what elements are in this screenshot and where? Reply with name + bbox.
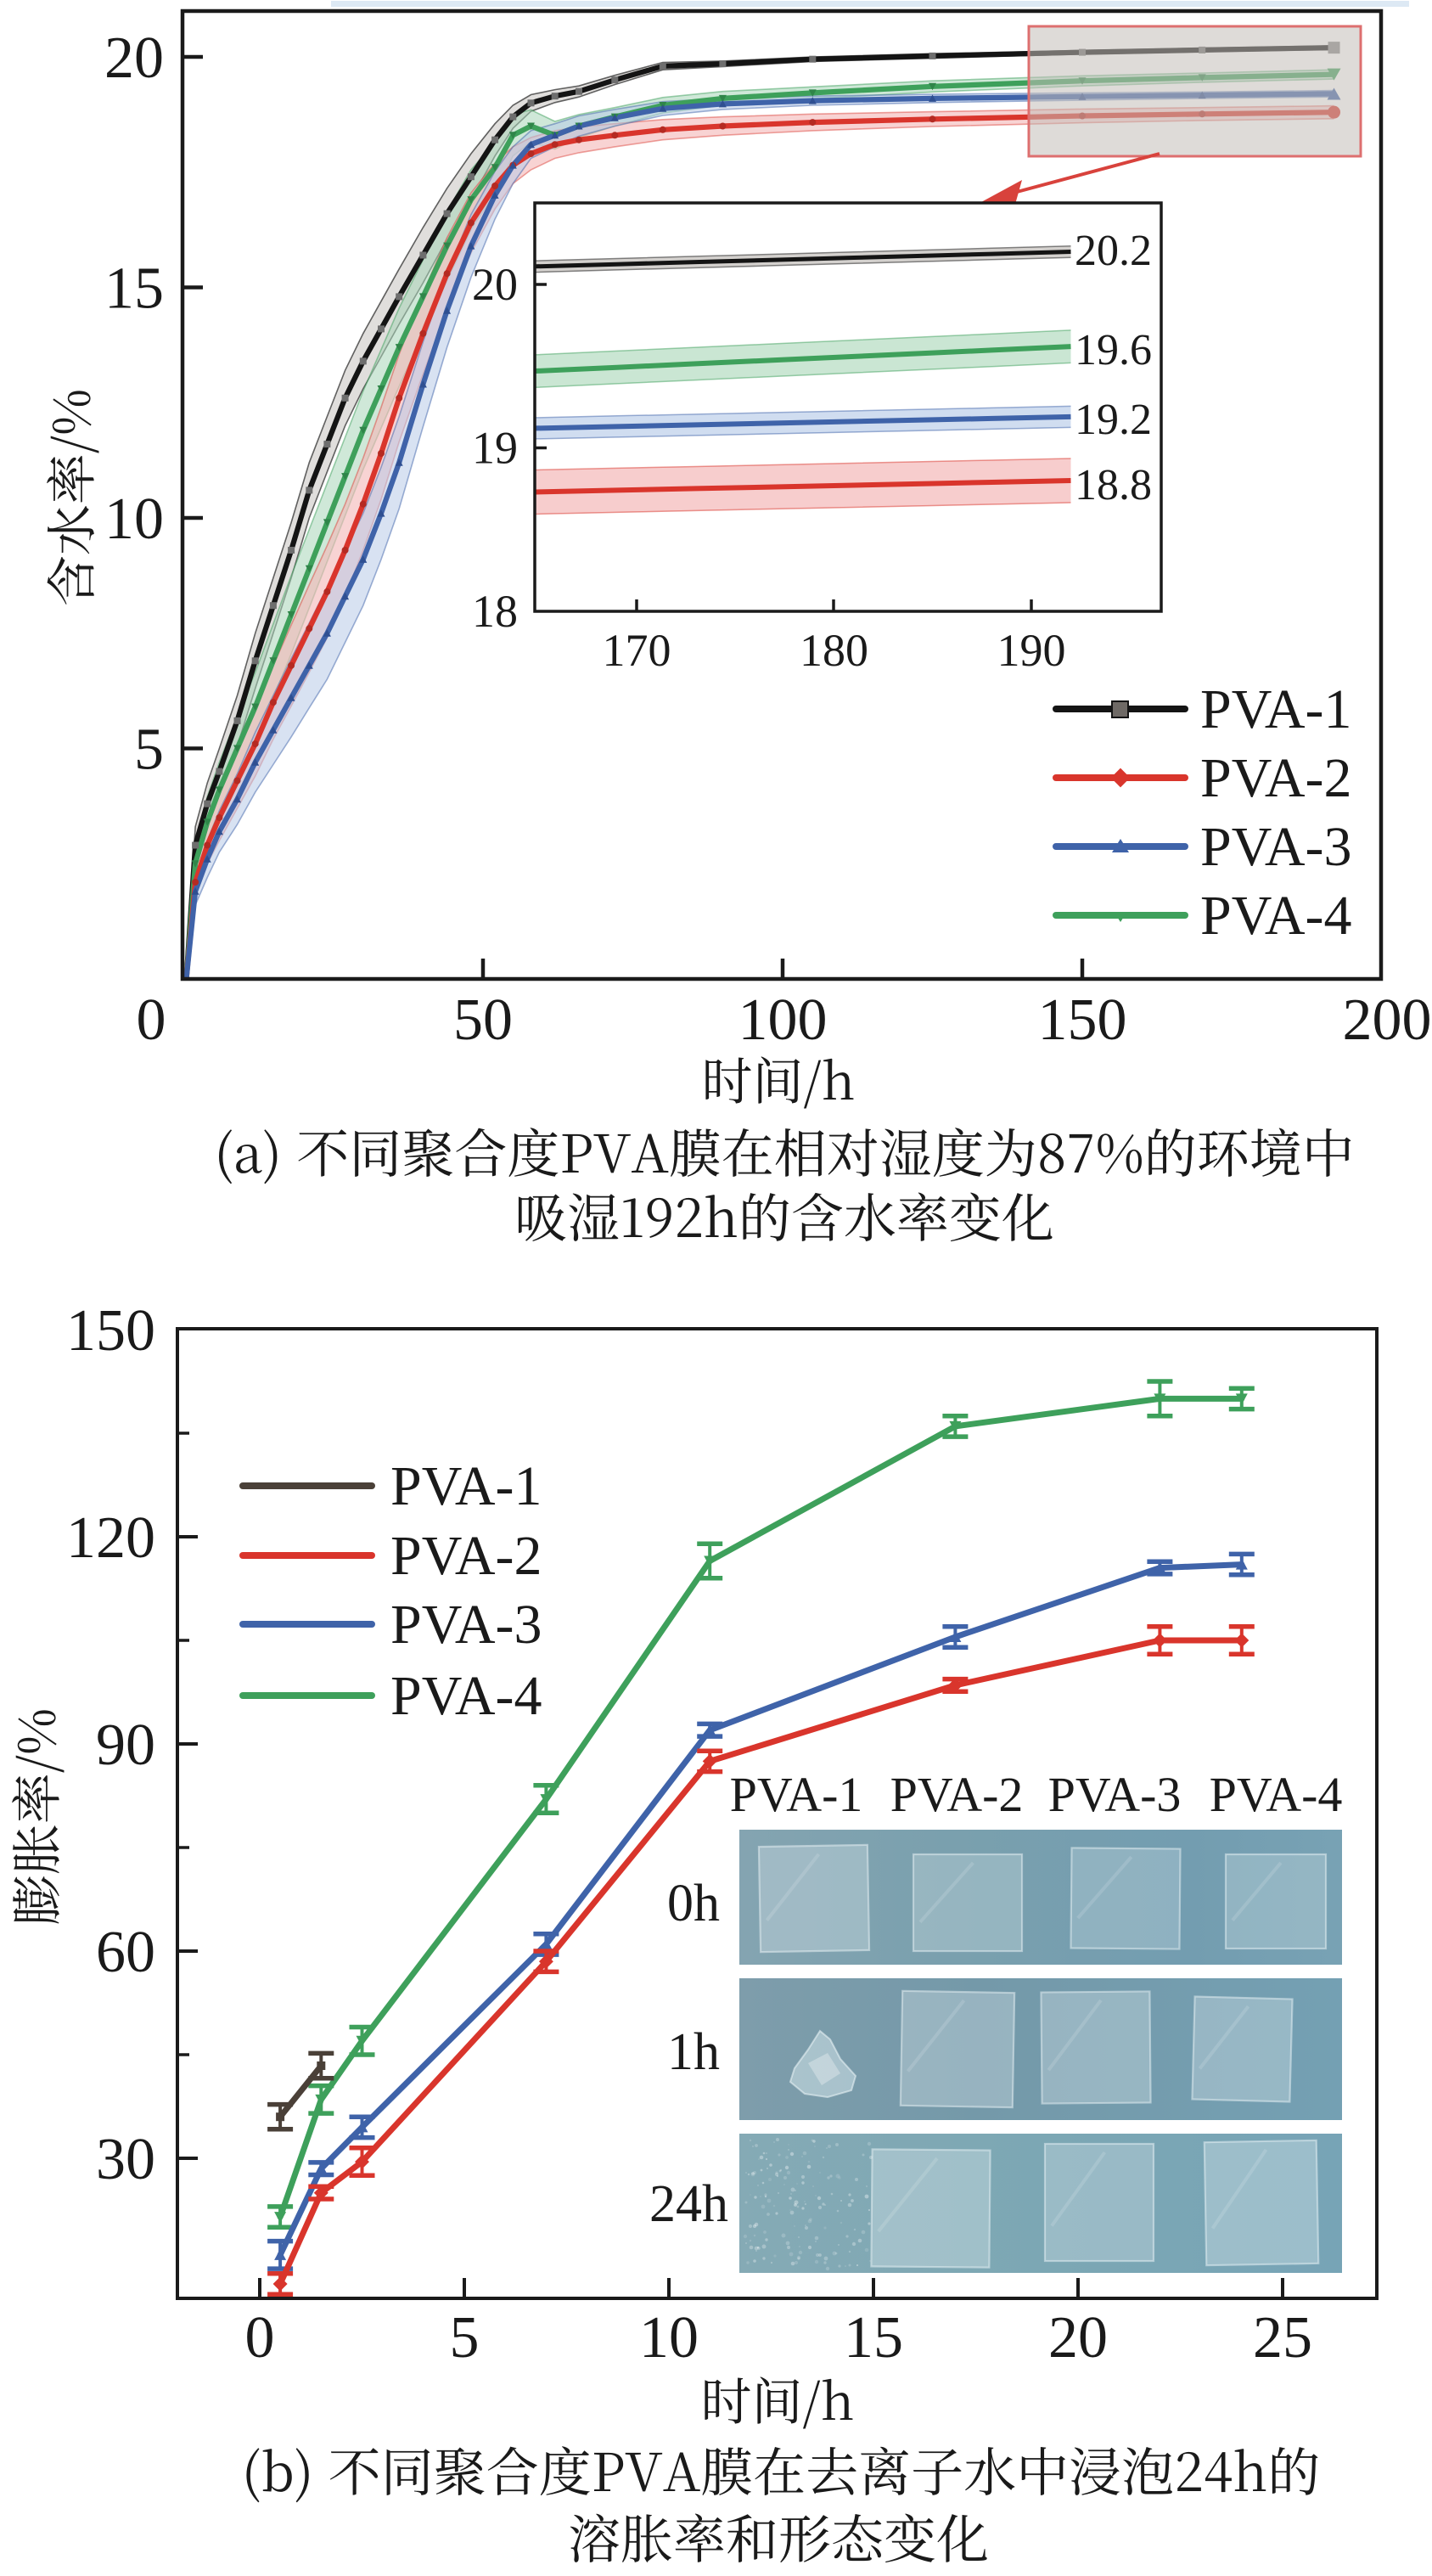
svg-text:PVA-1: PVA-1 [1200, 678, 1352, 740]
svg-text:15: 15 [844, 2305, 903, 2371]
svg-text:PVA-1: PVA-1 [730, 1767, 863, 1822]
svg-text:190: 190 [997, 625, 1066, 676]
svg-text:150: 150 [1038, 987, 1127, 1053]
svg-text:PVA-2: PVA-2 [1200, 747, 1352, 809]
svg-text:60: 60 [96, 1920, 155, 1985]
svg-text:30: 30 [96, 2127, 155, 2192]
svg-text:90: 90 [96, 1713, 155, 1778]
svg-text:10: 10 [104, 487, 164, 552]
svg-text:5: 5 [134, 717, 164, 783]
svg-text:25: 25 [1253, 2305, 1312, 2371]
svg-text:PVA-2: PVA-2 [890, 1767, 1024, 1822]
svg-text:24h: 24h [649, 2175, 728, 2233]
svg-text:20: 20 [472, 259, 518, 310]
svg-text:0: 0 [137, 987, 166, 1053]
svg-text:PVA-3: PVA-3 [1048, 1767, 1182, 1822]
svg-text:19.2: 19.2 [1075, 396, 1152, 444]
svg-text:PVA-4: PVA-4 [1200, 885, 1352, 947]
svg-text:1h: 1h [667, 2023, 720, 2081]
svg-text:PVA-3: PVA-3 [390, 1594, 542, 1656]
svg-text:19.6: 19.6 [1075, 326, 1152, 374]
svg-text:0h: 0h [667, 1875, 720, 1932]
svg-text:170: 170 [603, 625, 671, 676]
svg-text:50: 50 [453, 987, 513, 1053]
svg-text:PVA-4: PVA-4 [390, 1665, 542, 1727]
svg-text:120: 120 [66, 1505, 155, 1571]
svg-text:18.8: 18.8 [1075, 461, 1152, 509]
svg-text:PVA-3: PVA-3 [1200, 816, 1352, 878]
svg-text:PVA-2: PVA-2 [390, 1525, 542, 1587]
svg-text:180: 180 [800, 625, 868, 676]
svg-text:5: 5 [450, 2305, 480, 2371]
svg-text:20: 20 [104, 25, 164, 91]
svg-text:200: 200 [1343, 987, 1432, 1053]
svg-text:PVA-1: PVA-1 [390, 1455, 542, 1517]
svg-text:20: 20 [1048, 2305, 1108, 2371]
svg-text:18: 18 [472, 586, 518, 637]
svg-text:0: 0 [245, 2305, 275, 2371]
svg-text:150: 150 [66, 1298, 155, 1364]
svg-text:10: 10 [639, 2305, 699, 2371]
svg-text:100: 100 [738, 987, 828, 1053]
svg-text:PVA-4: PVA-4 [1210, 1767, 1343, 1822]
svg-text:15: 15 [104, 256, 164, 322]
svg-text:19: 19 [472, 423, 518, 474]
svg-text:20.2: 20.2 [1075, 227, 1152, 275]
